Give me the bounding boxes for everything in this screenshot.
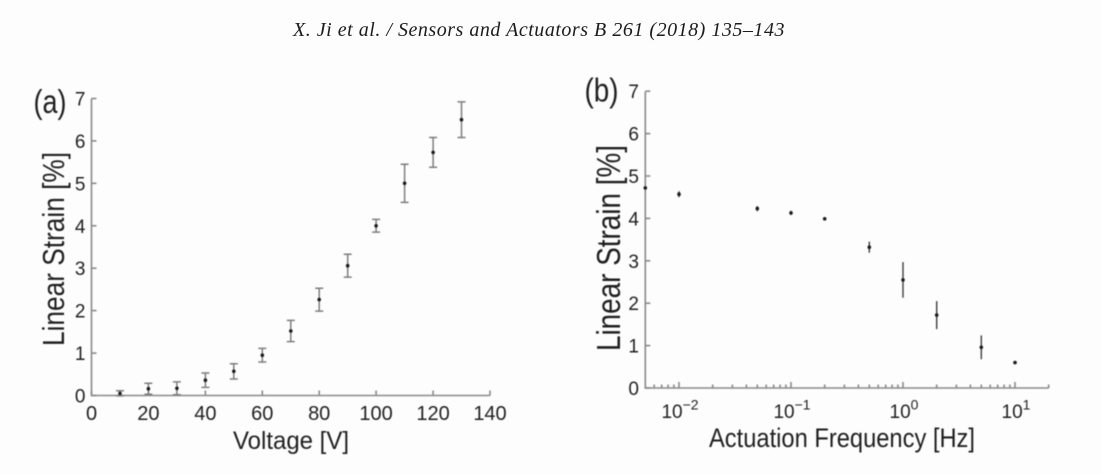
svg-text:100: 100	[359, 403, 392, 425]
svg-text:20: 20	[137, 403, 159, 425]
svg-text:101: 101	[1002, 396, 1031, 423]
svg-text:3: 3	[628, 252, 639, 273]
svg-text:5: 5	[628, 167, 639, 188]
svg-text:4: 4	[628, 209, 639, 230]
svg-text:(a): (a)	[34, 83, 67, 120]
svg-text:3: 3	[75, 259, 86, 280]
svg-text:1: 1	[628, 337, 639, 358]
svg-text:60: 60	[251, 403, 273, 425]
svg-text:4: 4	[75, 217, 86, 238]
svg-text:7: 7	[628, 82, 639, 103]
svg-text:2: 2	[628, 294, 639, 315]
svg-text:10−2: 10−2	[661, 396, 698, 423]
svg-text:Actuation Frequency [Hz]: Actuation Frequency [Hz]	[709, 423, 975, 453]
svg-text:7: 7	[75, 90, 86, 111]
svg-text:6: 6	[628, 125, 639, 146]
svg-text:Linear Strain [%]: Linear Strain [%]	[590, 145, 627, 351]
svg-text:(b): (b)	[585, 72, 619, 109]
svg-text:40: 40	[194, 403, 216, 425]
svg-text:5: 5	[75, 174, 86, 195]
svg-text:100: 100	[890, 396, 919, 423]
svg-text:0: 0	[628, 379, 639, 400]
svg-text:1: 1	[75, 344, 86, 365]
svg-text:140: 140	[473, 403, 506, 425]
svg-text:Voltage [V]: Voltage [V]	[233, 427, 349, 455]
svg-text:0: 0	[86, 403, 97, 425]
svg-text:10−1: 10−1	[773, 396, 810, 423]
svg-text:0: 0	[75, 387, 86, 408]
svg-text:2: 2	[75, 302, 86, 323]
svg-text:120: 120	[416, 403, 449, 425]
svg-text:80: 80	[308, 403, 330, 425]
svg-text:6: 6	[75, 132, 86, 153]
svg-text:Linear Strain [%]: Linear Strain [%]	[36, 152, 71, 346]
